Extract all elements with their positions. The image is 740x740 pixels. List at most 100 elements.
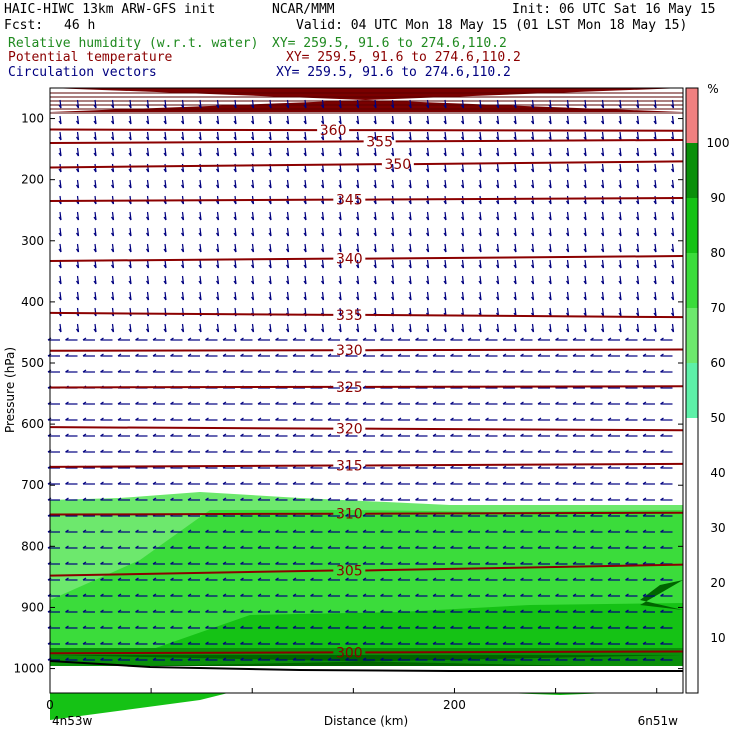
vector-head bbox=[170, 433, 174, 437]
circulation-vector bbox=[129, 115, 132, 125]
vector-head bbox=[432, 417, 437, 421]
vector-head bbox=[240, 481, 244, 485]
circulation-vector bbox=[461, 179, 465, 189]
vector-head bbox=[397, 545, 402, 549]
circulation-vector bbox=[339, 195, 342, 205]
vector-head bbox=[415, 417, 419, 421]
vector-head bbox=[572, 353, 577, 357]
vector-head bbox=[240, 561, 244, 565]
vector-head bbox=[327, 449, 332, 453]
circulation-vector bbox=[111, 179, 115, 189]
vector-head bbox=[502, 561, 507, 565]
vector-head bbox=[362, 433, 367, 437]
vector-head bbox=[222, 561, 227, 565]
vector-head bbox=[135, 497, 139, 501]
vector-head bbox=[607, 513, 612, 517]
vector-head bbox=[636, 280, 639, 285]
vector-head bbox=[170, 353, 174, 357]
circulation-vector bbox=[566, 227, 570, 237]
circulation-vector bbox=[321, 147, 325, 157]
vector-head bbox=[548, 152, 552, 157]
vector-head bbox=[520, 369, 524, 373]
circulation-vector bbox=[444, 259, 447, 269]
circulation-vector bbox=[304, 323, 307, 333]
vector-head bbox=[450, 481, 454, 485]
vector-head bbox=[128, 184, 132, 189]
vector-head bbox=[660, 513, 664, 517]
vector-head bbox=[537, 513, 542, 517]
vector-head bbox=[146, 120, 149, 125]
vector-head bbox=[222, 337, 227, 341]
circulation-vector bbox=[531, 147, 535, 157]
vector-head bbox=[163, 328, 167, 333]
vector-head bbox=[170, 625, 174, 629]
circulation-vector bbox=[584, 147, 587, 157]
circulation-vector bbox=[601, 307, 605, 317]
circulation-vector bbox=[304, 211, 307, 221]
vector-head bbox=[380, 561, 384, 565]
vector-head bbox=[415, 433, 419, 437]
vector-head bbox=[111, 280, 114, 285]
circulation-vector bbox=[391, 211, 395, 221]
circulation-vector bbox=[216, 211, 220, 221]
vector-head bbox=[642, 625, 647, 629]
vector-head bbox=[380, 497, 384, 501]
vector-head bbox=[240, 369, 244, 373]
vector-head bbox=[163, 296, 167, 301]
vector-head bbox=[268, 296, 272, 301]
vector-head bbox=[566, 248, 569, 253]
circulation-vector bbox=[181, 147, 185, 157]
vector-head bbox=[572, 609, 577, 613]
vector-head bbox=[391, 152, 394, 157]
vector-head bbox=[671, 280, 674, 285]
theta-contour-305-right bbox=[365, 563, 684, 572]
circulation-vector bbox=[146, 179, 150, 189]
circulation-vector bbox=[94, 211, 97, 221]
circulation-vector bbox=[409, 323, 412, 333]
circulation-vector bbox=[444, 275, 447, 285]
circulation-vector bbox=[321, 115, 325, 125]
circulation-vector bbox=[59, 179, 62, 189]
vector-head bbox=[653, 232, 657, 237]
vector-head bbox=[268, 136, 272, 141]
vector-head bbox=[205, 401, 209, 405]
vector-head bbox=[303, 184, 307, 189]
vector-head bbox=[607, 625, 612, 629]
vector-head bbox=[58, 136, 62, 141]
vector-head bbox=[205, 481, 209, 485]
vector-head bbox=[467, 625, 472, 629]
vector-head bbox=[566, 264, 569, 269]
colorbar-tick-label: 40 bbox=[710, 466, 725, 480]
vector-head bbox=[642, 609, 647, 613]
vector-head bbox=[198, 184, 202, 189]
circulation-vector bbox=[619, 291, 622, 301]
vector-head bbox=[583, 152, 587, 157]
vector-head bbox=[111, 120, 114, 125]
circulation-vector bbox=[479, 131, 482, 141]
vector-head bbox=[345, 513, 349, 517]
vector-head bbox=[485, 481, 489, 485]
vector-head bbox=[671, 248, 674, 253]
theta-contour-310 bbox=[49, 512, 334, 516]
vector-head bbox=[268, 200, 272, 205]
vector-head bbox=[467, 609, 472, 613]
vector-head bbox=[467, 577, 472, 581]
vector-head bbox=[583, 184, 587, 189]
vector-head bbox=[216, 168, 219, 173]
circulation-vector bbox=[339, 211, 342, 221]
vector-head bbox=[572, 657, 577, 661]
vector-head bbox=[240, 417, 244, 421]
vector-head bbox=[65, 337, 69, 341]
vector-head bbox=[660, 529, 664, 533]
vector-head bbox=[555, 641, 559, 645]
vector-head bbox=[292, 497, 297, 501]
vector-head bbox=[607, 657, 612, 661]
vector-head bbox=[572, 641, 577, 645]
vector-head bbox=[181, 168, 184, 173]
circulation-vector bbox=[321, 243, 325, 253]
vector-head bbox=[513, 280, 517, 285]
vector-head bbox=[478, 328, 482, 333]
vector-head bbox=[321, 120, 324, 125]
vector-head bbox=[618, 264, 622, 269]
circulation-vector bbox=[444, 243, 447, 253]
